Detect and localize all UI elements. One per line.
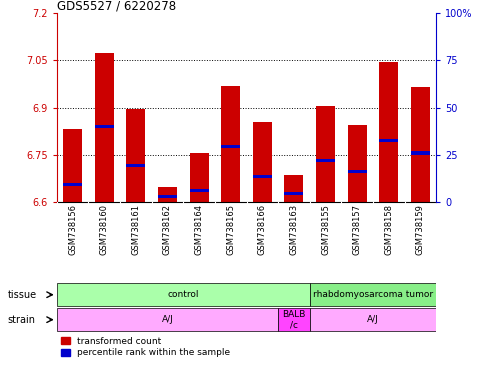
Text: GSM738158: GSM738158	[385, 204, 393, 255]
Text: strain: strain	[7, 314, 35, 325]
Bar	[63, 183, 82, 186]
Text: GSM738165: GSM738165	[226, 204, 235, 255]
Text: GSM738163: GSM738163	[289, 204, 298, 255]
Bar	[316, 159, 335, 162]
Bar	[411, 87, 430, 202]
Bar	[57, 283, 310, 306]
Text: BALB
/c: BALB /c	[282, 310, 306, 329]
Text: control: control	[168, 290, 199, 299]
Text: GSM738162: GSM738162	[163, 204, 172, 255]
Text: GSM738157: GSM738157	[352, 204, 362, 255]
Text: GSM738155: GSM738155	[321, 204, 330, 255]
Text: GSM738159: GSM738159	[416, 204, 425, 255]
Legend: transformed count, percentile rank within the sample: transformed count, percentile rank withi…	[61, 337, 231, 358]
Bar	[189, 189, 209, 192]
Bar	[253, 122, 272, 202]
Text: GDS5527 / 6220278: GDS5527 / 6220278	[57, 0, 176, 12]
Bar	[158, 187, 177, 202]
Bar	[221, 86, 240, 202]
Bar	[221, 145, 240, 148]
Bar	[411, 151, 430, 154]
Bar	[348, 170, 367, 173]
Bar	[284, 175, 304, 202]
Bar	[380, 62, 398, 202]
Text: GSM738160: GSM738160	[100, 204, 108, 255]
Text: GSM738156: GSM738156	[68, 204, 77, 255]
Bar	[316, 106, 335, 202]
Bar	[348, 125, 367, 202]
Bar	[95, 125, 113, 128]
Text: GSM738164: GSM738164	[195, 204, 204, 255]
Bar	[126, 164, 145, 167]
Bar	[63, 129, 82, 202]
Text: GSM738166: GSM738166	[258, 204, 267, 255]
Bar	[284, 192, 304, 195]
Bar	[126, 109, 145, 202]
Text: A/J: A/J	[367, 315, 379, 324]
Text: A/J: A/J	[162, 315, 174, 324]
Bar	[95, 53, 113, 202]
Bar	[310, 283, 436, 306]
Bar	[57, 308, 278, 331]
Text: GSM738161: GSM738161	[131, 204, 141, 255]
Bar	[253, 175, 272, 178]
Text: rhabdomyosarcoma tumor: rhabdomyosarcoma tumor	[313, 290, 433, 299]
Text: tissue: tissue	[7, 290, 36, 300]
Bar	[310, 308, 436, 331]
Bar	[158, 195, 177, 199]
Bar	[278, 308, 310, 331]
Bar	[380, 139, 398, 142]
Bar	[189, 153, 209, 202]
